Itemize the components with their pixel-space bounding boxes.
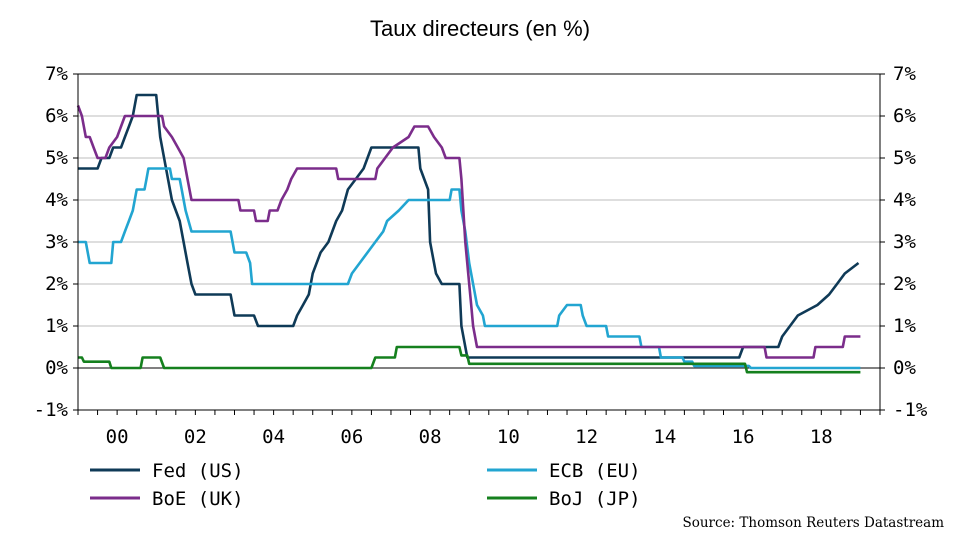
- x-tick-label: 04: [262, 426, 285, 448]
- series-line-fed: [78, 93, 860, 359]
- y-tick-label: 0%: [893, 357, 916, 379]
- y-tick-label: 5%: [45, 147, 68, 169]
- series-lines: [76, 93, 861, 374]
- legend-label-ecb: ECB (EU): [549, 460, 641, 482]
- y-tick-label: 2%: [45, 273, 68, 295]
- y-tick-label: -1%: [34, 399, 69, 421]
- y-tick-label: 7%: [45, 63, 68, 85]
- y-tick-label: 2%: [893, 273, 916, 295]
- legend-label-boe: BoE (UK): [152, 488, 244, 510]
- x-tick-label: 10: [497, 426, 520, 448]
- y-tick-label: 7%: [893, 63, 916, 85]
- y-tick-label: -1%: [893, 399, 928, 421]
- y-tick-label: 1%: [893, 315, 916, 337]
- series-line-boe: [76, 105, 861, 359]
- chart-title: Taux directeurs (en %): [369, 16, 591, 41]
- y-axis-left-labels: 7% 6% 5% 4% 3% 2% 1% 0% -1%: [34, 63, 69, 421]
- grid-lines: [78, 115, 880, 369]
- y-tick-label: 1%: [45, 315, 68, 337]
- x-tick-label: 18: [810, 426, 833, 448]
- y-tick-label: 4%: [893, 189, 916, 211]
- y-axis-right-labels: 7% 6% 5% 4% 3% 2% 1% 0% -1%: [893, 63, 928, 421]
- x-tick-label: 08: [419, 426, 442, 448]
- x-tick-label: 02: [184, 426, 207, 448]
- x-tick-label: 06: [340, 426, 363, 448]
- axis-ticks: [73, 73, 885, 415]
- y-tick-label: 6%: [45, 105, 68, 127]
- plot-frame: [77, 73, 881, 411]
- legend: Fed (US) ECB (EU) BoE (UK) BoJ (JP): [90, 460, 641, 510]
- y-tick-label: 4%: [45, 189, 68, 211]
- y-tick-label: 5%: [893, 147, 916, 169]
- y-tick-label: 3%: [893, 231, 916, 253]
- series-line-boj: [78, 345, 861, 374]
- x-tick-label: 00: [106, 426, 129, 448]
- y-tick-label: 0%: [45, 357, 68, 379]
- x-tick-label: 16: [732, 426, 755, 448]
- series-line-ecb: [78, 167, 861, 370]
- x-tick-label: 12: [575, 426, 598, 448]
- legend-label-boj: BoJ (JP): [549, 488, 641, 510]
- source-note: Source: Thomson Reuters Datastream: [682, 515, 944, 531]
- legend-label-fed: Fed (US): [152, 460, 244, 482]
- y-tick-label: 3%: [45, 231, 68, 253]
- x-axis-labels: 00 02 04 06 08 10 12 14 16 18: [106, 426, 833, 448]
- y-tick-label: 6%: [893, 105, 916, 127]
- x-tick-label: 14: [653, 426, 676, 448]
